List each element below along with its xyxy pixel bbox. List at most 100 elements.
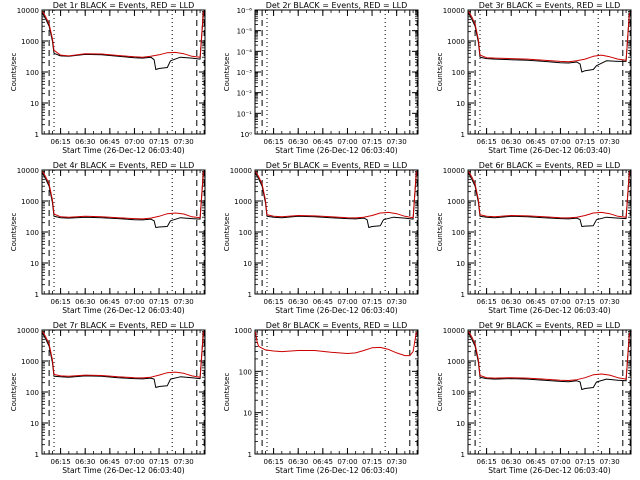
- y-tick-label: 100: [452, 389, 465, 397]
- y-tick-label: 1: [461, 131, 465, 139]
- x-tick-label: 07:00: [550, 458, 570, 466]
- x-tick-label: 06:15: [51, 138, 71, 146]
- chart-panel: Det 7r BLACK = Events, RED = LLD Counts/s…: [10, 321, 206, 475]
- chart-title: Det 8r BLACK = Events, RED = LLD: [266, 321, 408, 330]
- y-tick-label: 10: [456, 420, 465, 428]
- x-tick-label: 06:30: [501, 138, 521, 146]
- y-axis-label: Counts/sec: [436, 373, 444, 412]
- x-tick-label: 07:15: [575, 298, 595, 306]
- y-tick-label: 10⁰: [240, 131, 252, 139]
- y-tick-label: 10⁻⁵: [237, 28, 253, 36]
- x-tick-label: 06:45: [100, 458, 120, 466]
- y-axis-label: Counts/sec: [223, 213, 231, 252]
- x-tick-label: 07:15: [362, 298, 382, 306]
- y-axis-label: Counts/sec: [10, 373, 18, 412]
- x-tick-label: 06:30: [75, 138, 95, 146]
- chart-panel: Det 1r BLACK = Events, RED = LLD Counts/s…: [10, 1, 206, 155]
- chart-panel: Det 8r BLACK = Events, RED = LLD Counts/s…: [223, 321, 419, 475]
- x-tick-label: 06:30: [288, 298, 308, 306]
- y-tick-label: 10: [243, 410, 252, 418]
- y-tick-label: 10: [30, 260, 39, 268]
- x-tick-label: 06:30: [288, 138, 308, 146]
- x-tick-label: 06:15: [264, 458, 284, 466]
- chart-panel: Det 2r BLACK = Events, RED = LLD Counts/s…: [223, 1, 419, 155]
- chart-panel: Det 4r BLACK = Events, RED = LLD Counts/s…: [10, 161, 206, 315]
- y-tick-label: 100: [239, 229, 252, 237]
- y-tick-label: 10⁻¹: [237, 110, 253, 118]
- x-tick-label: 07:30: [387, 298, 407, 306]
- y-tick-label: 10⁻⁴: [237, 48, 253, 56]
- x-tick-label: 07:15: [149, 298, 169, 306]
- y-tick-label: 100: [26, 229, 39, 237]
- y-tick-label: 10000: [443, 167, 465, 175]
- y-tick-label: 1: [248, 291, 252, 299]
- x-axis-label: Start Time (26-Dec-12 06:03:40): [275, 306, 397, 315]
- y-axis-label: Counts/sec: [436, 53, 444, 92]
- x-axis-label: Start Time (26-Dec-12 06:03:40): [62, 146, 184, 155]
- x-tick-label: 06:30: [75, 458, 95, 466]
- y-tick-label: 10⁻³: [237, 69, 253, 77]
- x-tick-label: 06:45: [526, 458, 546, 466]
- x-tick-label: 07:30: [174, 458, 194, 466]
- y-tick-label: 1000: [21, 198, 39, 206]
- x-axis-label: Start Time (26-Dec-12 06:03:40): [275, 466, 397, 475]
- x-tick-label: 06:30: [501, 298, 521, 306]
- chart-title: Det 4r BLACK = Events, RED = LLD: [53, 161, 195, 170]
- x-axis-label: Start Time (26-Dec-12 06:03:40): [488, 466, 610, 475]
- chart-panel: Det 3r BLACK = Events, RED = LLD Counts/s…: [436, 1, 632, 155]
- y-tick-label: 1000: [447, 358, 465, 366]
- x-tick-label: 07:15: [575, 458, 595, 466]
- y-tick-label: 100: [239, 368, 252, 376]
- x-tick-label: 06:15: [477, 458, 497, 466]
- series-line: [468, 171, 630, 219]
- x-tick-label: 06:15: [477, 138, 497, 146]
- y-tick-label: 10: [30, 420, 39, 428]
- x-tick-label: 06:30: [501, 458, 521, 466]
- x-tick-label: 07:00: [124, 138, 144, 146]
- y-tick-label: 10: [456, 100, 465, 108]
- y-tick-label: 1000: [21, 358, 39, 366]
- y-axis-label: Counts/sec: [223, 373, 231, 412]
- y-axis-label: Counts/sec: [436, 213, 444, 252]
- x-tick-label: 07:30: [600, 458, 620, 466]
- y-tick-label: 1: [461, 291, 465, 299]
- x-tick-label: 07:00: [124, 298, 144, 306]
- chart-panel: Det 5r BLACK = Events, RED = LLD Counts/s…: [223, 161, 419, 315]
- x-axis-label: Start Time (26-Dec-12 06:03:40): [488, 146, 610, 155]
- x-axis-label: Start Time (26-Dec-12 06:03:40): [275, 146, 397, 155]
- x-axis-label: Start Time (26-Dec-12 06:03:40): [488, 306, 610, 315]
- y-axis-label: Counts/sec: [10, 53, 18, 92]
- y-tick-label: 1000: [234, 198, 252, 206]
- y-tick-label: 10000: [443, 7, 465, 15]
- series-line: [255, 171, 417, 219]
- x-tick-label: 06:45: [100, 298, 120, 306]
- y-tick-label: 100: [26, 389, 39, 397]
- x-tick-label: 06:15: [51, 298, 71, 306]
- x-tick-label: 07:30: [174, 138, 194, 146]
- x-tick-label: 07:30: [387, 138, 407, 146]
- y-axis-label: Counts/sec: [223, 53, 231, 92]
- y-tick-label: 10000: [230, 167, 252, 175]
- y-tick-label: 100: [26, 69, 39, 77]
- y-tick-label: 10: [243, 260, 252, 268]
- chart-title: Det 3r BLACK = Events, RED = LLD: [479, 1, 621, 10]
- y-tick-label: 10⁻²: [237, 90, 253, 98]
- y-tick-label: 1: [35, 131, 39, 139]
- series-line: [42, 171, 204, 220]
- y-axis-label: Counts/sec: [10, 213, 18, 252]
- chart-panel: Det 9r BLACK = Events, RED = LLD Counts/s…: [436, 321, 632, 475]
- y-tick-label: 10000: [17, 327, 39, 335]
- chart-title: Det 5r BLACK = Events, RED = LLD: [266, 161, 408, 170]
- x-tick-label: 07:15: [149, 458, 169, 466]
- x-tick-label: 06:30: [288, 458, 308, 466]
- x-tick-label: 07:00: [124, 458, 144, 466]
- chart-title: Det 9r BLACK = Events, RED = LLD: [479, 321, 621, 330]
- chart-title: Det 2r BLACK = Events, RED = LLD: [266, 1, 408, 10]
- x-tick-label: 06:45: [313, 138, 333, 146]
- y-tick-label: 10000: [17, 7, 39, 15]
- x-tick-label: 06:15: [51, 458, 71, 466]
- chart-title: Det 7r BLACK = Events, RED = LLD: [53, 321, 195, 330]
- x-tick-label: 07:15: [149, 138, 169, 146]
- y-tick-label: 1000: [234, 327, 252, 335]
